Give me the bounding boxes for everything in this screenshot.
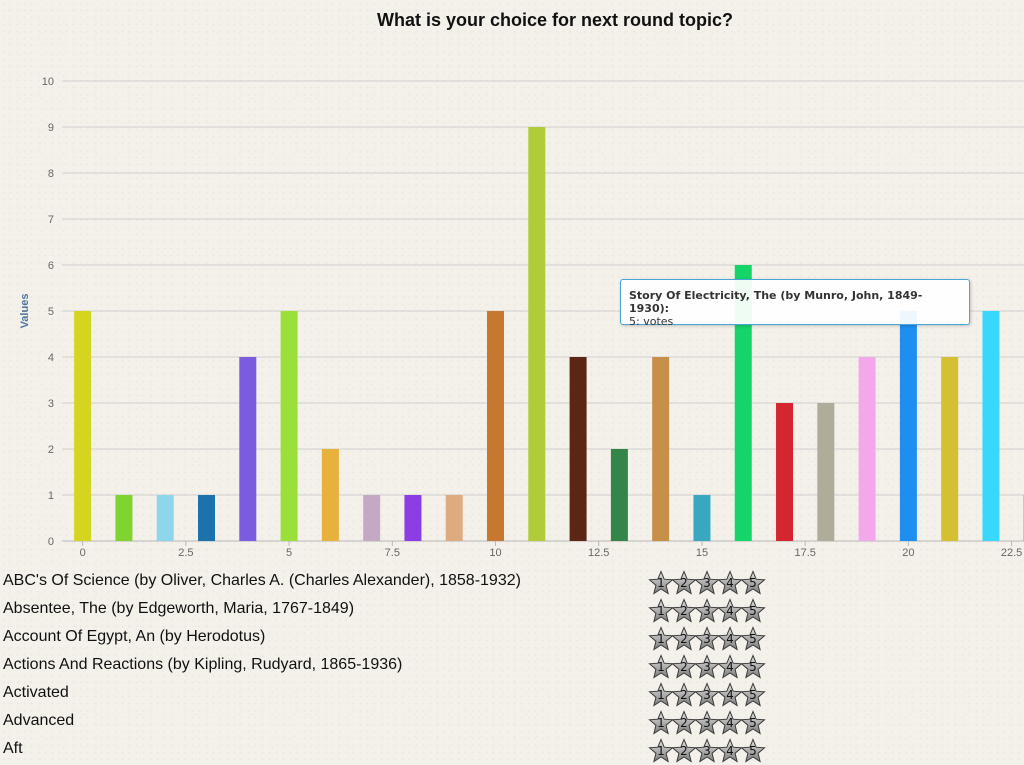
star-number: 5 [740,604,766,618]
bar[interactable] [900,311,917,541]
bar[interactable] [198,495,215,541]
topic-label: ABC's Of Science (by Oliver, Charles A. … [3,572,521,590]
topic-label: Activated [3,684,69,702]
bar[interactable] [693,495,710,541]
star-number: 5 [740,576,766,590]
bar[interactable] [982,311,999,541]
topic-list: ABC's Of Science (by Oliver, Charles A. … [0,569,1024,765]
rating-star-5[interactable]: 5 [740,682,766,708]
y-tick-label: 7 [48,214,54,226]
bar[interactable] [859,357,876,541]
y-axis-ticks: 0 1 2 3 4 5 6 7 8 9 10 [42,76,54,548]
star-number: 5 [740,716,766,730]
y-tick-label: 10 [42,76,54,88]
bar[interactable] [281,311,298,541]
x-tick-label: 2.5 [178,547,193,559]
rating-star-5[interactable]: 5 [740,598,766,624]
topic-label: Absentee, The (by Edgeworth, Maria, 1767… [3,600,354,618]
topic-label: Actions And Reactions (by Kipling, Rudya… [3,656,402,674]
bar[interactable] [363,495,380,541]
x-tick-label: 10 [489,547,501,559]
bar[interactable] [115,495,132,541]
y-tick-label: 8 [48,168,54,180]
bar[interactable] [404,495,421,541]
y-tick-label: 2 [48,444,54,456]
rating-star-5[interactable]: 5 [740,626,766,652]
topic-label: Account Of Egypt, An (by Herodotus) [3,628,265,646]
y-tick-label: 5 [48,306,54,318]
topic-row: Absentee, The (by Edgeworth, Maria, 1767… [0,597,1024,625]
x-tick-label: 15 [696,547,708,559]
y-tick-label: 0 [48,536,54,548]
bar[interactable] [570,357,587,541]
bar[interactable] [322,449,339,541]
x-tick-label: 0 [80,547,86,559]
rating-star-5[interactable]: 5 [740,654,766,680]
tooltip-title: Story Of Electricity, The (by Munro, Joh… [629,289,961,315]
bar[interactable] [817,403,834,541]
y-tick-label: 1 [48,490,54,502]
star-number: 5 [740,744,766,758]
y-tick-label: 3 [48,398,54,410]
topic-label: Advanced [3,712,74,730]
star-number: 5 [740,632,766,646]
x-tick-label: 22.5 [1001,547,1022,559]
x-tick-label: 7.5 [385,547,400,559]
bar[interactable] [528,127,545,541]
bar[interactable] [776,403,793,541]
bar[interactable] [157,495,174,541]
bar[interactable] [239,357,256,541]
bar[interactable] [611,449,628,541]
bar[interactable] [446,495,463,541]
bar[interactable] [652,357,669,541]
rating-star-5[interactable]: 5 [740,710,766,736]
tooltip-value: 5: votes [629,315,961,328]
x-axis-ticks: 0 2.5 5 7.5 10 12.5 15 17.5 20 22.5 [80,541,1023,559]
x-tick-label: 20 [902,547,914,559]
bar[interactable] [487,311,504,541]
rating-star-5[interactable]: 5 [740,738,766,764]
star-number: 5 [740,688,766,702]
rating-star-5[interactable]: 5 [740,570,766,596]
topic-label: Aft [3,740,23,758]
y-axis-label: Values [19,294,31,329]
bar[interactable] [941,357,958,541]
x-tick-label: 12.5 [588,547,609,559]
x-tick-label: 5 [286,547,292,559]
topic-row: ABC's Of Science (by Oliver, Charles A. … [0,569,1024,597]
y-tick-label: 9 [48,122,54,134]
x-tick-label: 17.5 [794,547,815,559]
bar[interactable] [74,311,91,541]
chart-bars [74,127,1024,541]
y-tick-label: 4 [48,352,54,364]
chart-tooltip: Story Of Electricity, The (by Munro, Joh… [620,279,970,325]
star-number: 5 [740,660,766,674]
topic-row: Actions And Reactions (by Kipling, Rudya… [0,653,1024,681]
y-tick-label: 6 [48,260,54,272]
